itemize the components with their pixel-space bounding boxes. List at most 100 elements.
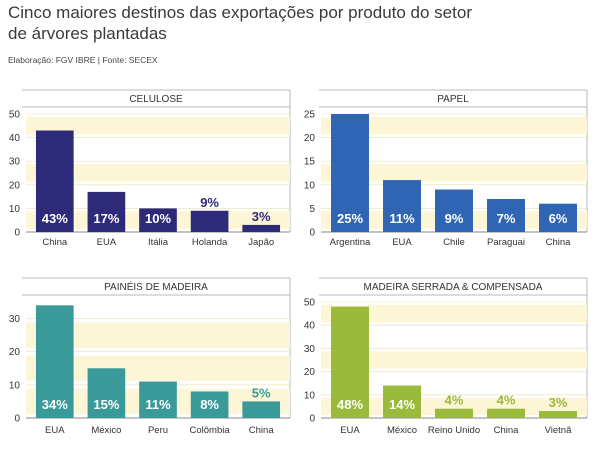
x-category-label: Vietnã <box>545 425 572 436</box>
y-tick-label: 10 <box>9 380 21 391</box>
bar-vietnã <box>539 411 577 418</box>
panel-title: PAINÉIS DE MADEIRA <box>104 280 208 293</box>
x-category-label: EUA <box>45 425 65 436</box>
chart-title: Cinco maiores destinos das exportações p… <box>8 3 472 43</box>
bar-value-label: 34% <box>42 397 68 412</box>
x-category-label: Japão <box>248 237 274 248</box>
y-tick-label: 10 <box>304 180 316 191</box>
y-tick-label: 20 <box>9 180 21 191</box>
y-tick-label: 10 <box>304 390 316 401</box>
y-tick-label: 50 <box>9 110 21 121</box>
madeira-bar-chart: MADEIRA SERRADA & COMPENSADA 0 10 20 30 40 50 4… <box>304 277 588 436</box>
y-tick-label: 20 <box>304 133 316 144</box>
bar-colômbia <box>190 391 229 418</box>
y-tick-label: 15 <box>304 157 316 168</box>
chart-panel-madeira: MADEIRA SERRADA & COMPENSADA 0 10 20 30 40 50 4… <box>297 270 592 450</box>
bar-paraguai <box>487 198 525 232</box>
bar-china <box>242 401 281 418</box>
chart-panel-celulose: CELULOSE 0 10 20 30 40 50 43% China 17% EUA 10% Itál… <box>0 82 295 252</box>
bar-chile <box>435 189 473 232</box>
y-tick-label: 50 <box>304 298 316 309</box>
celulose-bar-chart: CELULOSE 0 10 20 30 40 50 43% China 17% EUA 10% Itál… <box>9 89 291 248</box>
y-tick-label: 20 <box>9 347 21 358</box>
bar-value-label: 3% <box>549 395 568 410</box>
x-category-label: Paraguai <box>487 237 525 248</box>
papel-bar-chart: PAPEL 0 5 10 15 20 25 25% Argentina 11% EUA 9% Chile… <box>304 89 588 248</box>
bar-eua <box>87 191 126 232</box>
bar-value-label: 5% <box>252 385 271 400</box>
y-tick-label: 5 <box>309 204 315 215</box>
bar-value-label: 14% <box>389 397 415 412</box>
source-note: Elaboração: FGV IBRE | Fonte: SECEX <box>8 55 158 65</box>
x-category-label: Colômbia <box>190 425 231 436</box>
bar-méxico <box>383 385 421 418</box>
x-category-label: Chile <box>443 237 465 248</box>
chart-panel-paineis: PAINÉIS DE MADEIRA 0 10 20 30 34% EUA 15% México… <box>0 270 295 450</box>
chart-panel-papel: PAPEL 0 5 10 15 20 25 25% Argentina 11% EUA 9% Chile… <box>297 82 592 252</box>
bar-value-label: 25% <box>337 211 363 226</box>
bar-value-label: 6% <box>549 211 568 226</box>
x-category-label: Holanda <box>192 237 228 248</box>
x-category-label: México <box>91 425 121 436</box>
bar-china <box>35 130 74 232</box>
panel-title: PAPEL <box>437 94 469 105</box>
y-tick-label: 40 <box>9 133 21 144</box>
bar-value-label: 48% <box>337 397 363 412</box>
x-category-label: Itália <box>148 237 169 248</box>
x-category-label: China <box>494 425 520 436</box>
bar-value-label: 11% <box>145 397 171 412</box>
x-category-label: China <box>249 425 275 436</box>
bar-peru <box>139 381 177 418</box>
bar-value-label: 11% <box>389 211 415 226</box>
bar-eua <box>35 305 74 418</box>
x-category-label: EUA <box>392 237 412 248</box>
bar-value-label: 15% <box>93 397 119 412</box>
bar-value-label: 43% <box>42 211 68 226</box>
bar-itália <box>139 208 177 232</box>
x-category-label: Reino Unido <box>428 425 480 436</box>
x-category-label: México <box>387 425 417 436</box>
y-tick-label: 30 <box>9 314 21 325</box>
grid-band <box>321 117 587 135</box>
y-tick-label: 10 <box>9 204 21 215</box>
bar-eua <box>383 180 421 232</box>
y-tick-label: 25 <box>304 110 316 121</box>
x-category-label: EUA <box>97 237 117 248</box>
bar-value-label: 17% <box>93 211 119 226</box>
bar-value-label: 8% <box>200 397 219 412</box>
grid-band <box>26 164 290 182</box>
y-tick-label: 0 <box>14 228 20 239</box>
bar-value-label: 9% <box>200 195 219 210</box>
bar-value-label: 10% <box>145 211 171 226</box>
grid-band <box>321 351 587 369</box>
x-category-label: China <box>42 237 68 248</box>
y-tick-label: 30 <box>9 157 21 168</box>
x-category-label: EUA <box>340 425 360 436</box>
bar-méxico <box>87 368 126 418</box>
y-tick-label: 30 <box>304 344 316 355</box>
bar-japão <box>242 224 281 232</box>
bar-holanda <box>190 210 229 232</box>
paineis-bar-chart: PAINÉIS DE MADEIRA 0 10 20 30 34% EUA 15% México… <box>9 277 291 436</box>
y-tick-label: 0 <box>14 414 20 425</box>
bar-value-label: 3% <box>252 209 271 224</box>
x-category-label: Argentina <box>330 237 371 248</box>
x-category-label: Peru <box>148 425 168 436</box>
bar-eua <box>331 306 369 418</box>
panel-title: MADEIRA SERRADA & COMPENSADA <box>364 282 543 293</box>
bar-value-label: 4% <box>497 393 516 408</box>
y-tick-label: 40 <box>304 321 316 332</box>
bar-china <box>539 203 577 232</box>
bar-value-label: 9% <box>445 211 464 226</box>
y-tick-label: 0 <box>309 228 315 239</box>
bar-value-label: 7% <box>497 211 516 226</box>
grid-band <box>26 117 290 135</box>
bar-reino-unido <box>435 408 473 418</box>
y-tick-label: 20 <box>304 367 316 378</box>
grid-band <box>321 305 587 323</box>
bar-china <box>487 408 525 418</box>
grid-band <box>321 164 587 182</box>
panel-title: CELULOSE <box>129 94 183 105</box>
x-category-label: China <box>546 237 572 248</box>
y-tick-label: 0 <box>309 414 315 425</box>
